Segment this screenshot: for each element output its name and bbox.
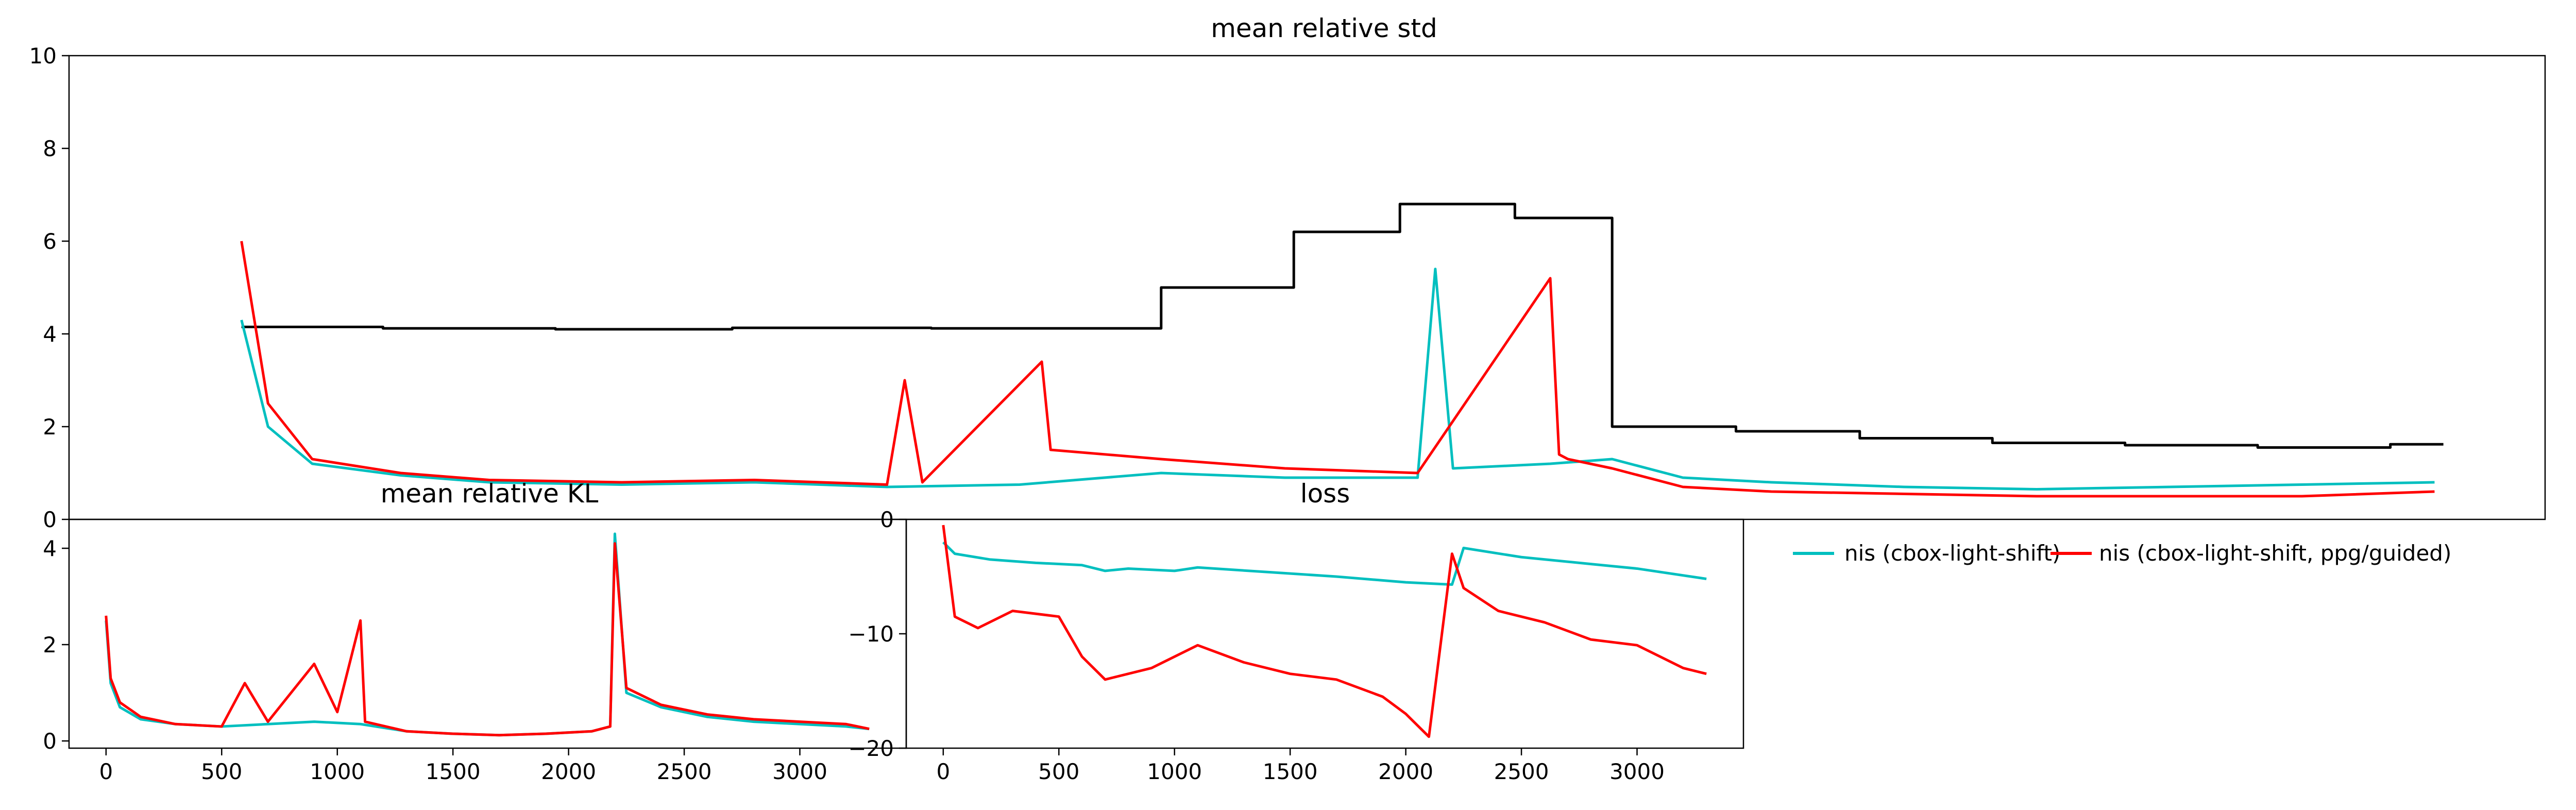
y-tick-label: 10 [29, 43, 57, 69]
kl-x-ticks: 0 500 1000 1500 2000 2500 3000 [99, 748, 827, 784]
legend-label-nis: nis (cbox-light-shift) [1844, 541, 2060, 566]
x-tick-label: 0 [99, 759, 113, 784]
y-tick-label: 8 [43, 136, 57, 161]
x-tick-label: 500 [201, 759, 242, 784]
y-tick-label: −10 [848, 621, 894, 647]
y-tick-label: 0 [43, 507, 57, 532]
x-tick-label: 2000 [1378, 759, 1433, 784]
x-tick-label: 3000 [1609, 759, 1665, 784]
x-tick-label: 2500 [1494, 759, 1549, 784]
series-line-0-1 [240, 267, 2435, 491]
x-tick-label: 1000 [310, 759, 365, 784]
x-tick-label: 3000 [772, 759, 827, 784]
legend-label-guided: nis (cbox-light-shift, ppg/guided) [2099, 541, 2451, 566]
chart-title-loss: loss [1300, 479, 1350, 509]
loss-x-ticks: 0 500 1000 1500 2000 2500 3000 [936, 748, 1665, 784]
x-tick-label: 1000 [1147, 759, 1202, 784]
axes-mean-relative-std: mean relative std 0 2 4 6 8 10 [29, 13, 2546, 532]
y-tick-label: 0 [880, 507, 894, 532]
loss-y-ticks: 0 −10 −20 [848, 507, 906, 761]
y-tick-label: 6 [43, 229, 57, 254]
y-tick-label: 2 [43, 632, 57, 657]
y-tick-label: 4 [43, 536, 57, 561]
legend: nis (cbox-light-shift) nis (cbox-light-s… [1793, 541, 2451, 566]
kl-y-ticks: 0 2 4 [43, 536, 69, 754]
x-tick-label: 500 [1038, 759, 1079, 784]
series-line-1-1 [105, 542, 870, 737]
axes-mean-relative-kl: mean relative KL 0 2 4 0 500 1000 1500 2000 250… [43, 479, 907, 784]
loss-series-group [942, 525, 1707, 738]
x-tick-label: 2500 [657, 759, 712, 784]
chart-title-std: mean relative std [1211, 13, 1437, 43]
series-line-2-0 [942, 541, 1707, 586]
x-tick-label: 2000 [541, 759, 596, 784]
chart-title-kl: mean relative KL [381, 479, 599, 509]
x-tick-label: 1500 [1263, 759, 1318, 784]
y-tick-label: 0 [43, 729, 57, 754]
x-tick-label: 1500 [426, 759, 481, 784]
y-tick-label: 4 [43, 322, 57, 347]
std-series-group [240, 202, 2444, 498]
series-line-0-2 [240, 241, 2435, 498]
series-line-2-1 [942, 525, 1707, 738]
kl-series-group [105, 532, 870, 737]
x-tick-label: 0 [936, 759, 950, 784]
std-y-ticks: 0 2 4 6 8 10 [29, 43, 69, 532]
series-line-0-0 [241, 202, 2444, 449]
y-tick-label: −20 [848, 736, 894, 761]
axes-loss: loss 0 −10 −20 0 500 1000 1500 2000 2500 3000 [848, 479, 1744, 784]
y-tick-label: 2 [43, 414, 57, 440]
